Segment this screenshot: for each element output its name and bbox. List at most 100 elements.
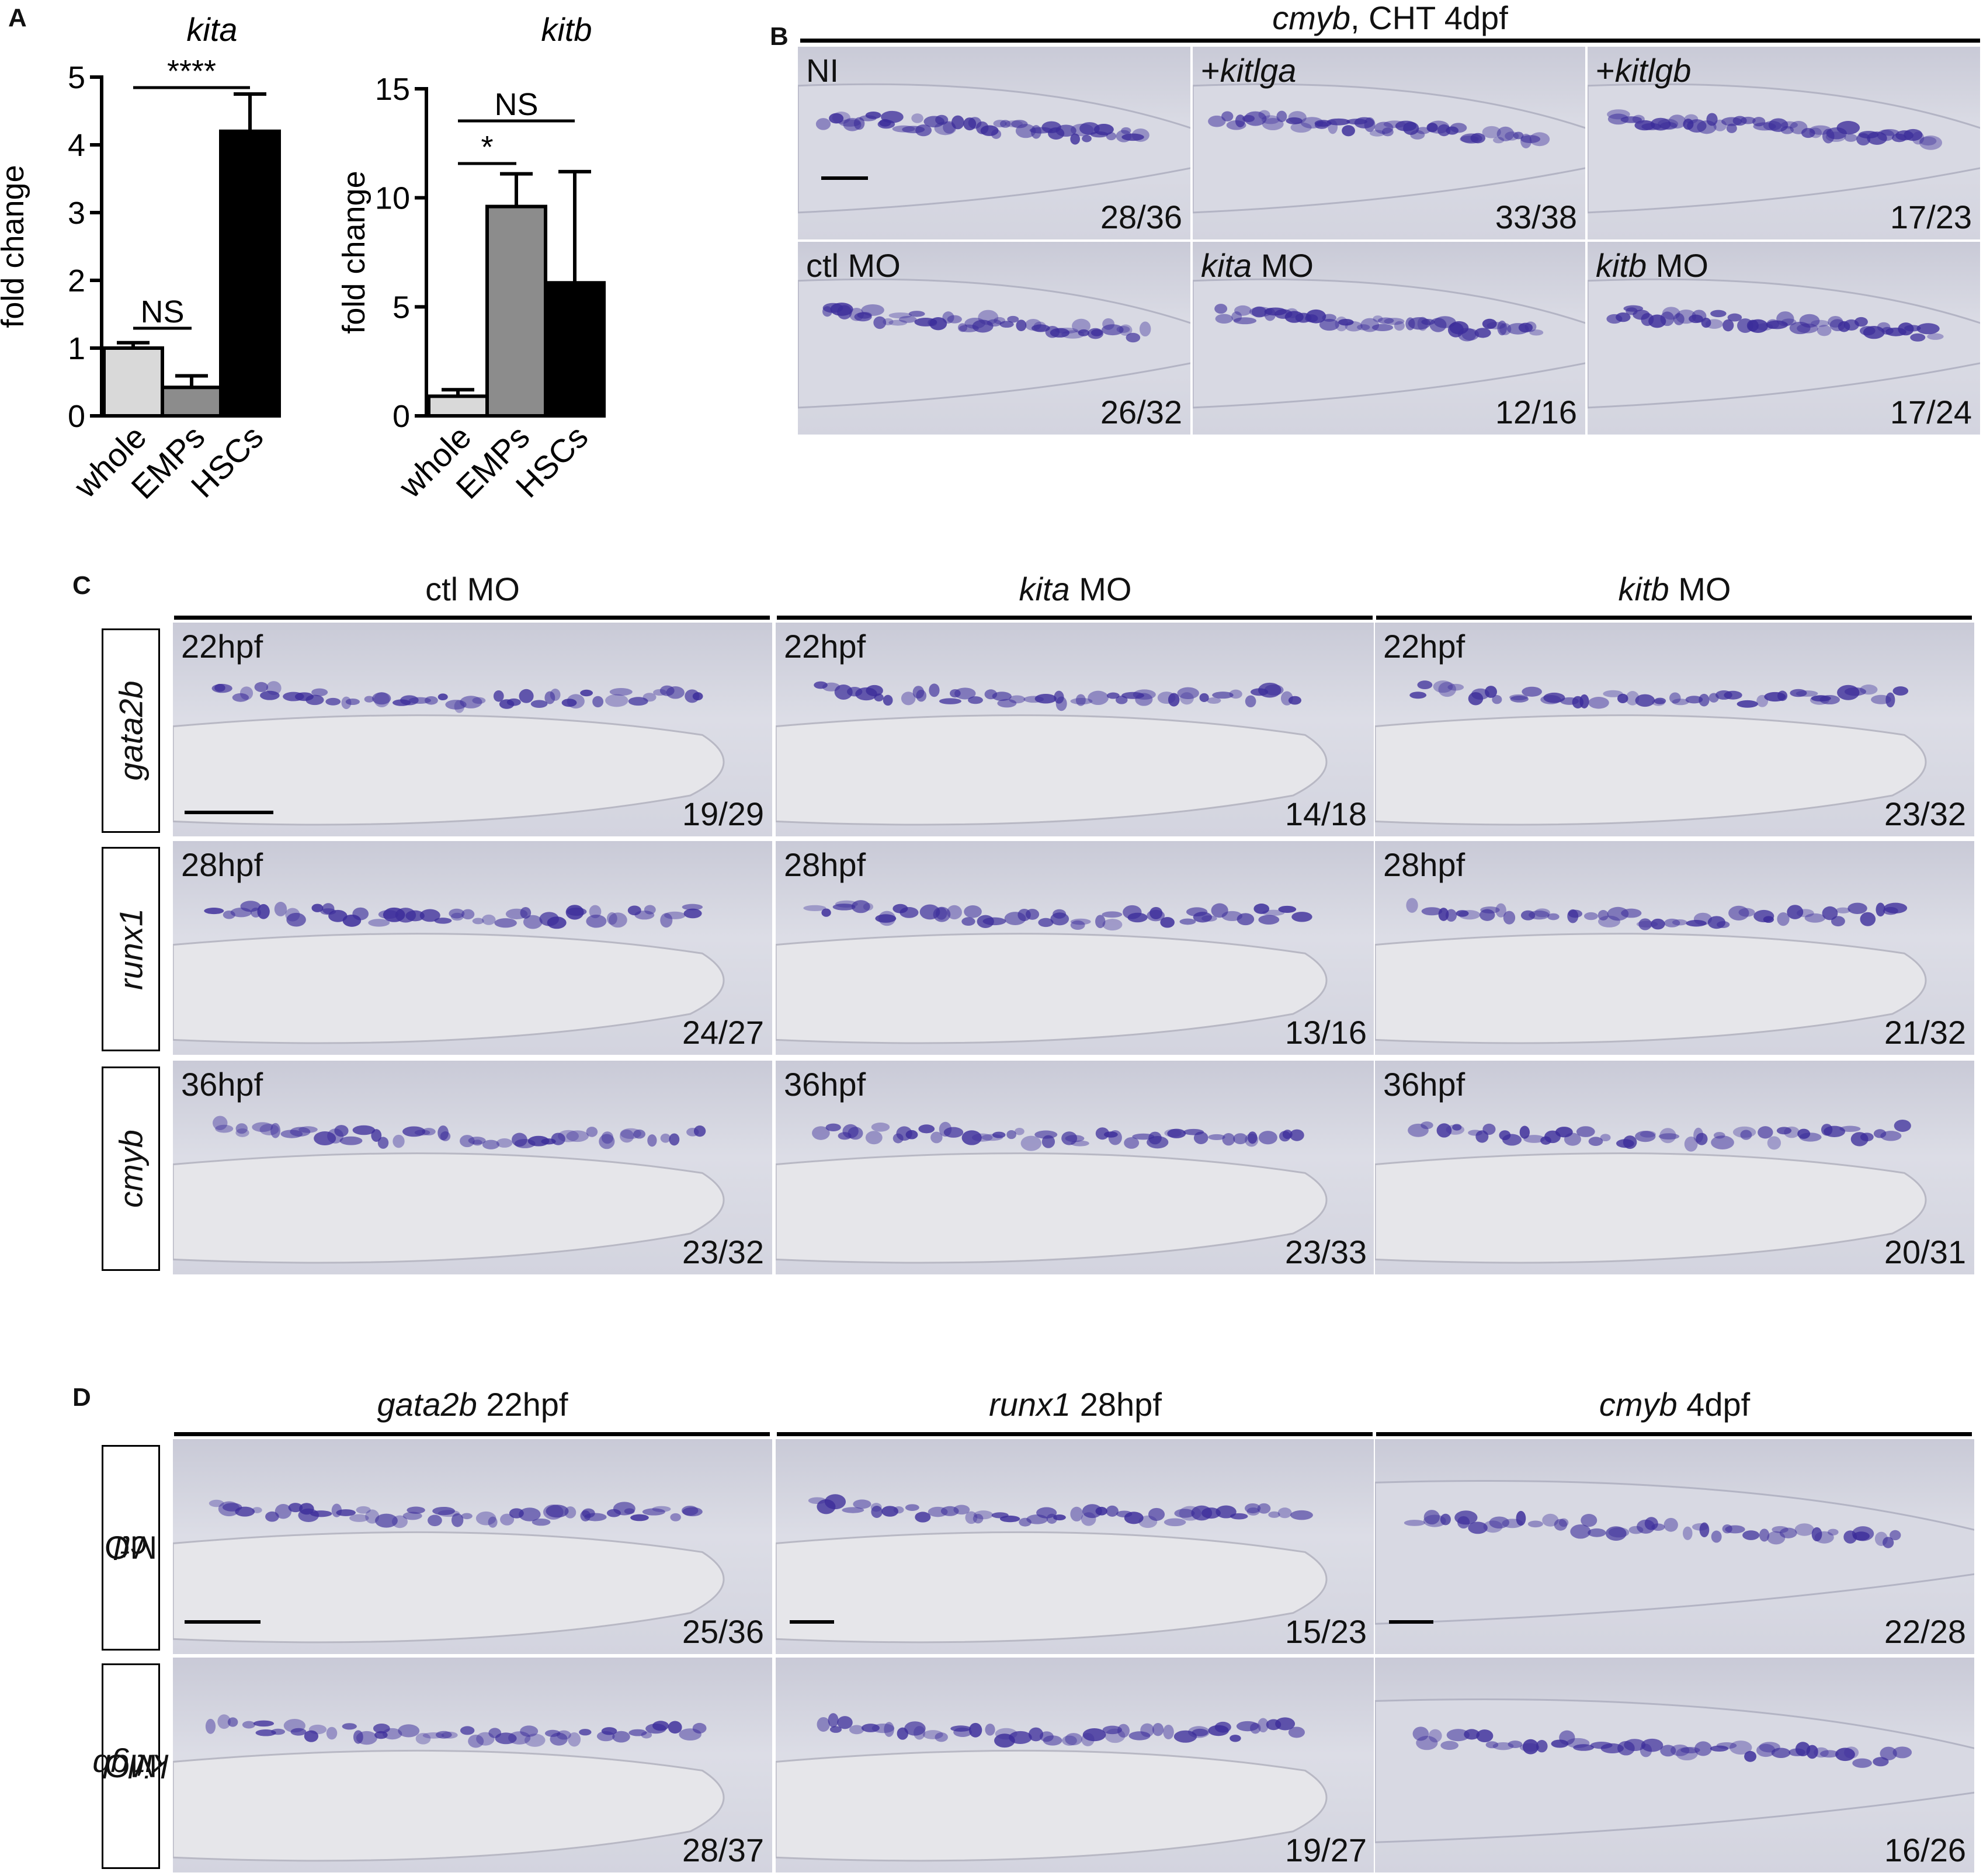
panel-c-image: 22hpf 19/29: [172, 621, 773, 838]
stain-spot: [1106, 132, 1117, 141]
panel-d-rule: [174, 1432, 770, 1436]
stain-spot: [472, 697, 486, 704]
tail: [1193, 278, 1585, 409]
stain-spot: [1588, 1528, 1606, 1537]
stain-spot: [1244, 111, 1267, 126]
stain-spot: [992, 1131, 1006, 1138]
panel-c-row-label-box: runx1: [102, 847, 160, 1051]
stain-spot: [1480, 909, 1495, 921]
stain-spot: [1737, 700, 1758, 708]
tail: [1193, 83, 1585, 214]
stain-spot: [1844, 687, 1867, 696]
stain-spot: [1394, 321, 1405, 331]
stain-spot: [566, 1130, 589, 1142]
stain-spot: [1912, 131, 1925, 145]
stain-spot: [634, 911, 655, 920]
stain-spot: [1600, 1134, 1611, 1142]
stain-spot: [1836, 121, 1860, 135]
stain-spot: [682, 1507, 703, 1517]
stain-spot: [888, 312, 912, 319]
stain-spot: [875, 914, 897, 923]
stain-spot: [1536, 1740, 1548, 1753]
stain-spot: [566, 907, 587, 916]
scale-bar: [185, 1620, 261, 1624]
stain-spot: [883, 318, 894, 325]
stain-spot: [803, 905, 826, 911]
stain-spot: [1588, 1137, 1603, 1146]
bar-whole: [427, 394, 489, 418]
stain-spot: [1041, 1135, 1055, 1148]
stain-spot: [209, 1499, 224, 1507]
stain-spot: [1520, 135, 1541, 144]
stain-spot: [1722, 319, 1734, 332]
stain-spot: [1053, 1514, 1066, 1521]
stain-spot: [1763, 916, 1774, 923]
stain-spot: [1152, 1723, 1164, 1736]
stain-spot: [1519, 1125, 1530, 1139]
stain-spot: [888, 319, 908, 326]
stain-spot: [1015, 1127, 1025, 1135]
stain-spot: [1102, 1725, 1122, 1735]
panel-c-count: 13/16: [1284, 1014, 1367, 1051]
stain-spot: [449, 908, 465, 919]
panel-d-image: 15/23: [775, 1438, 1376, 1655]
stain-spot: [961, 1130, 982, 1145]
stain-spot: [1559, 1730, 1575, 1745]
stain-spot: [308, 1724, 327, 1735]
stain-spot: [865, 112, 881, 119]
panel-d-column-header: cmyb 4dpf: [1374, 1385, 1975, 1423]
stain-spot: [968, 1722, 982, 1738]
stain-spot: [1776, 1127, 1792, 1135]
chart-title: kita: [186, 11, 237, 48]
stain-spot: [1055, 696, 1067, 711]
stain-spot: [1277, 1507, 1292, 1519]
stain-spot: [660, 1133, 671, 1143]
stain-spot: [461, 1513, 473, 1520]
stain-spot: [1071, 1140, 1089, 1147]
stain-spot: [1669, 692, 1681, 704]
stain-spot: [951, 115, 964, 130]
stain-spot: [987, 319, 1002, 327]
header-gene: gata2b: [377, 1386, 477, 1423]
stain-spot: [935, 114, 949, 125]
panel-c-image: 28hpf 24/27: [172, 840, 773, 1056]
stain-spot: [1199, 693, 1209, 702]
stain-spot: [692, 1722, 707, 1734]
stain-spot: [1149, 906, 1163, 919]
stain-spot: [1524, 321, 1537, 332]
stain-spot: [609, 688, 633, 696]
panel-b-count: 33/38: [1495, 199, 1577, 235]
panel-b-title: cmyb, CHT 4dpf: [800, 0, 1980, 37]
stain-spot: [1127, 912, 1148, 923]
stain-spot: [1919, 136, 1937, 146]
stain-spot: [1124, 1512, 1144, 1524]
panel-c-count: 21/32: [1884, 1014, 1966, 1051]
stain-spot: [1454, 1510, 1478, 1525]
stain-spot: [1384, 318, 1405, 325]
stain-spot: [550, 1732, 568, 1746]
stain-spot: [861, 1724, 880, 1732]
stain-spot: [1885, 692, 1895, 708]
stain-spot: [829, 113, 844, 124]
stain-spot: [414, 1130, 430, 1136]
stain-spot: [440, 1131, 451, 1141]
stain-spot: [1673, 313, 1685, 325]
panel-c-image: 22hpf 14/18: [775, 621, 1376, 838]
stain-spot: [1106, 692, 1120, 699]
stain-spot: [1088, 690, 1109, 705]
stain-spot: [992, 692, 1012, 701]
stain-spot: [1028, 1727, 1044, 1742]
y-tick-label: 10: [375, 181, 410, 216]
stain-spot: [1672, 699, 1689, 706]
embryo-drawing: [776, 681, 1328, 826]
stain-spot: [1461, 328, 1480, 341]
stain-spot: [953, 1727, 972, 1737]
stain-spot: [1261, 115, 1280, 124]
label-prefix: +: [1596, 52, 1615, 89]
stain-spot: [1699, 693, 1710, 707]
stain-spot: [567, 694, 585, 709]
stain-spot: [1759, 1528, 1770, 1542]
stain-spot: [334, 1125, 349, 1137]
stain-spot: [1412, 1726, 1429, 1741]
